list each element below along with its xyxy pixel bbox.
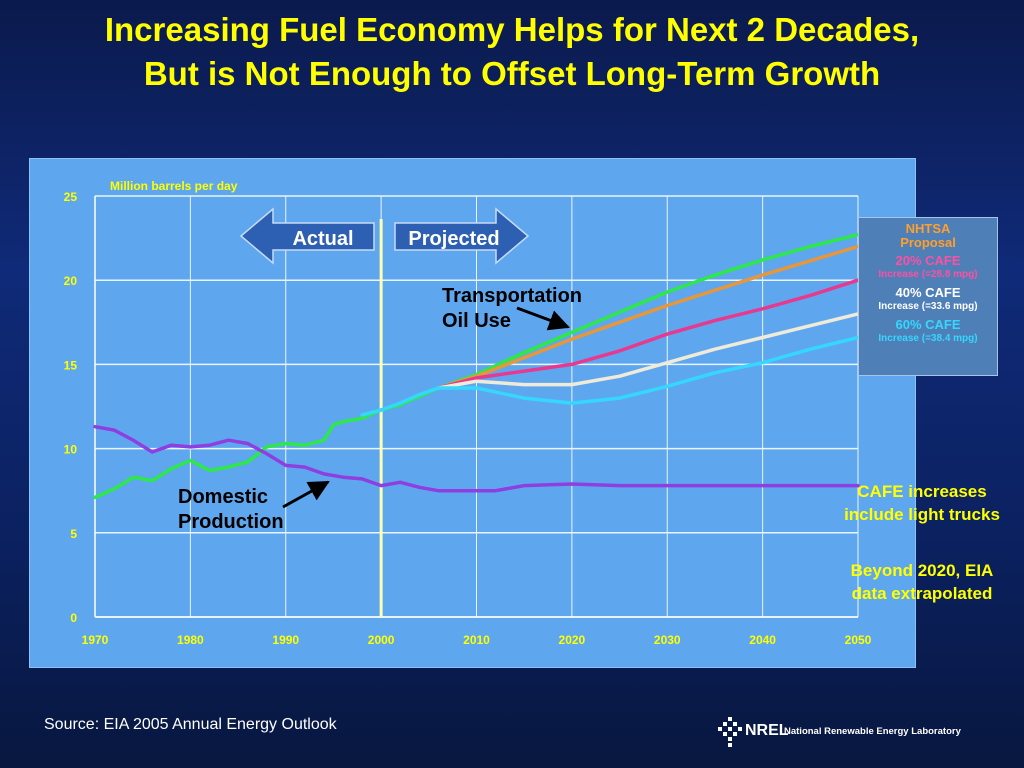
- x-tick-label-1980: 1980: [177, 633, 204, 647]
- legend-sub-20: Increase (=28.8 mpg): [878, 269, 978, 280]
- slide-title: Increasing Fuel Economy Helps for Next 2…: [0, 8, 1024, 96]
- domestic-annotation-line-1: Domestic: [178, 486, 268, 508]
- y-tick-label-0: 0: [70, 611, 77, 625]
- cafe-note: CAFE increases include light trucks: [822, 480, 1022, 526]
- x-tick-label-2020: 2020: [559, 633, 586, 647]
- y-tick-label-10: 10: [64, 443, 78, 457]
- nrel-logo-text: NREL: [745, 722, 789, 739]
- actual-arrow-shape: [239, 207, 375, 265]
- legend-item-60: 60% CAFE Increase (=38.4 mpg): [859, 318, 997, 346]
- source-note: Source: EIA 2005 Annual Energy Outlook: [44, 716, 337, 733]
- chart-panel: 0 5 10 15 20 25 1970 1980 1990 2000 2010 2020 2030 20…: [29, 158, 916, 668]
- y-tick-label-20: 20: [64, 274, 78, 288]
- title-line-2: But is Not Enough to Offset Long-Term Gr…: [143, 55, 881, 92]
- projected-arrow-label: Projected: [408, 228, 499, 250]
- series-line-domestic: [93, 424, 860, 493]
- legend-item-40: 40% CAFE Increase (=33.6 mpg): [859, 286, 997, 314]
- transport-annotation-arrow: [516, 306, 570, 331]
- x-tick-label-2000: 2000: [368, 633, 395, 647]
- legend-label-60: 60% CAFE: [895, 317, 961, 332]
- transport-annotation-line-2: Oil Use: [442, 310, 511, 332]
- nrel-logo-icon: [718, 717, 742, 747]
- projected-arrow-shape: [394, 207, 530, 265]
- y-tick-label-25: 25: [64, 190, 78, 204]
- title-line-1: Increasing Fuel Economy Helps for Next 2…: [104, 11, 920, 48]
- legend-sub-60: Increase (=38.4 mpg): [878, 333, 978, 344]
- oil-use-chart: 0 5 10 15 20 25 1970 1980 1990 2000 2010 2020 2030 20…: [64, 179, 872, 647]
- x-tick-label-2010: 2010: [463, 633, 490, 647]
- legend-item-20: 20% CAFE Increase (=28.8 mpg): [859, 254, 997, 282]
- nrel-logo-subtitle: National Renewable Energy Laboratory: [784, 726, 961, 737]
- eia-note: Beyond 2020, EIA data extrapolated: [822, 559, 1022, 605]
- series-line-cafe20: [436, 278, 860, 390]
- x-tick-label-2040: 2040: [749, 633, 776, 647]
- legend-header-line-2: Proposal: [900, 235, 956, 250]
- domestic-annotation-line-2: Production: [178, 511, 284, 533]
- legend-sub-40: Increase (=33.6 mpg): [878, 301, 978, 312]
- x-tick-label-1970: 1970: [82, 633, 109, 647]
- legend-label-20: 20% CAFE: [895, 253, 961, 268]
- legend-header: NHTSA Proposal: [859, 222, 997, 250]
- cafe-note-line-2: include light trucks: [844, 505, 1000, 524]
- transport-annotation-line-1: Transportation: [442, 285, 582, 307]
- series-line-cafe40: [436, 312, 860, 390]
- cafe-legend: NHTSA Proposal 20% CAFE Increase (=28.8 …: [858, 217, 998, 376]
- legend-label-40: 40% CAFE: [895, 285, 961, 300]
- eia-note-line-2: data extrapolated: [851, 584, 993, 603]
- x-tick-label-1990: 1990: [272, 633, 299, 647]
- actual-arrow-label: Actual: [292, 228, 353, 250]
- y-axis-label: Million barrels per day: [110, 179, 238, 193]
- y-tick-label-5: 5: [70, 527, 77, 541]
- domestic-annotation-arrow: [282, 480, 330, 509]
- x-tick-label-2030: 2030: [654, 633, 681, 647]
- series-line-transport: [93, 232, 860, 500]
- cafe-note-line-1: CAFE increases: [857, 482, 987, 501]
- legend-header-line-1: NHTSA: [905, 221, 951, 236]
- y-tick-label-15: 15: [64, 358, 78, 372]
- nrel-logo: NREL National Renewable Energy Laborator…: [715, 716, 975, 750]
- series-line-cafe60: [360, 335, 860, 417]
- eia-note-line-1: Beyond 2020, EIA: [850, 561, 994, 580]
- x-tick-label-2050: 2050: [845, 633, 872, 647]
